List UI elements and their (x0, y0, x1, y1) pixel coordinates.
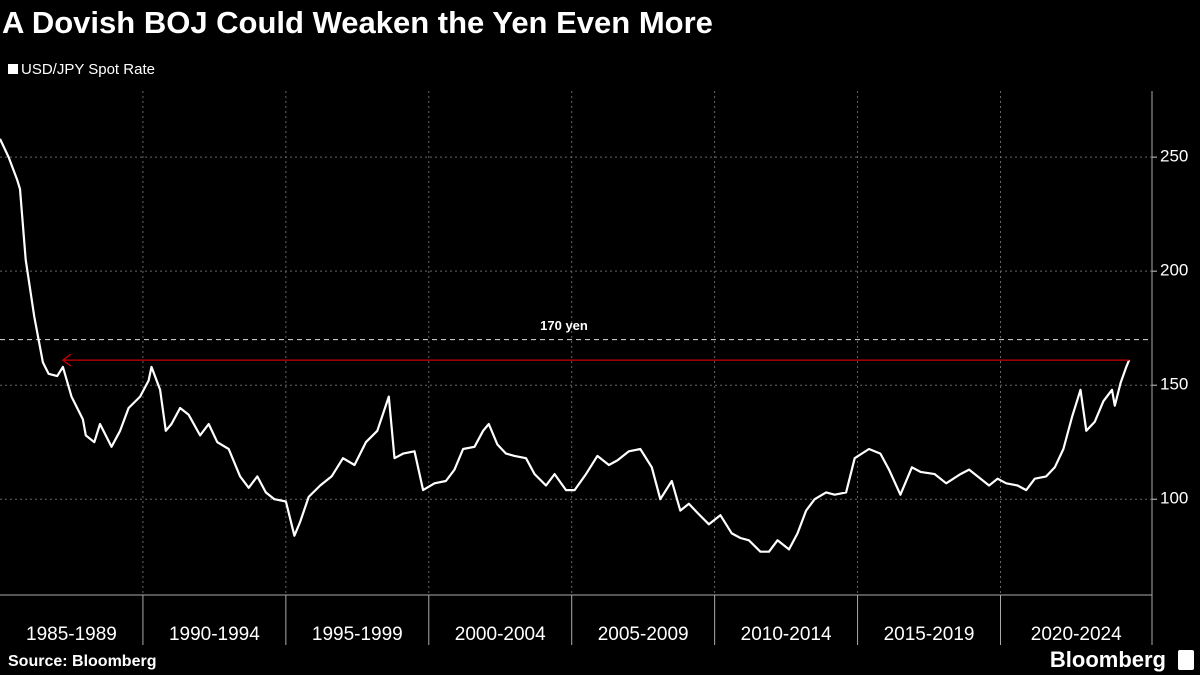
x-tick-label: 1990-1994 (169, 624, 260, 645)
x-tick-label: 2010-2014 (741, 624, 832, 645)
x-tick-label: 2000-2004 (455, 624, 546, 645)
legend-swatch (8, 64, 18, 74)
brand: Bloomberg (1050, 647, 1166, 672)
x-tick-label: 2020-2024 (1031, 624, 1122, 645)
source: Source: Bloomberg (8, 653, 156, 670)
brand-icon (1178, 650, 1194, 670)
y-tick-label: 250 (1160, 147, 1188, 166)
y-tick-label: 150 (1160, 375, 1188, 394)
x-tick-label: 2005-2009 (598, 624, 689, 645)
x-tick-label: 2015-2019 (884, 624, 975, 645)
legend-label: USD/JPY Spot Rate (21, 61, 155, 78)
arrow-head (61, 353, 72, 367)
x-tick-label: 1985-1989 (26, 624, 117, 645)
y-tick-label: 100 (1160, 489, 1188, 508)
chart-title: A Dovish BOJ Could Weaken the Yen Even M… (2, 5, 713, 40)
series-line (0, 138, 1131, 553)
reference-label: 170 yen (540, 318, 588, 333)
y-tick-label: 200 (1160, 261, 1188, 280)
x-tick-label: 1995-1999 (312, 624, 403, 645)
